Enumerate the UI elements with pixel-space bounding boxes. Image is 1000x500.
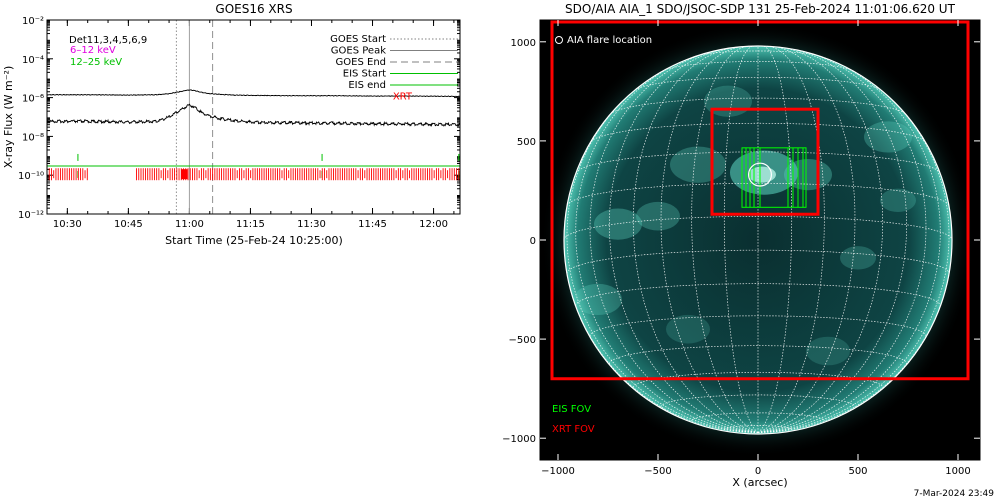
active-region-blob <box>574 283 622 316</box>
x-tick-label: 12:00 <box>419 219 448 230</box>
grid-line <box>691 412 825 422</box>
goes-xrs-panel: GOES16 XRS X-ray Flux (W m⁻²) Start Time… <box>2 2 461 247</box>
grid-line <box>757 55 941 433</box>
active-region-blob <box>840 246 876 270</box>
active-region-blob <box>594 208 642 240</box>
y-tick-label: 10⁻² <box>22 16 44 27</box>
grid-line <box>589 315 927 337</box>
grid-line <box>589 49 759 433</box>
aia-title: SDO/AIA AIA_1 SDO/JSOC-SDP 131 25-Feb-20… <box>565 2 956 16</box>
xrt-dense-exposure <box>181 169 188 180</box>
aia-x-tick-label: −1000 <box>541 466 575 477</box>
grid-line <box>757 46 884 433</box>
x-tick-label: 11:15 <box>236 219 265 230</box>
active-region-blob <box>806 336 850 366</box>
y-tick-label: 10⁻⁴ <box>22 55 44 66</box>
aia-y-ticks: −1000 −500 0 500 1000 <box>502 38 980 445</box>
grid-line <box>609 97 907 115</box>
solar-limb <box>563 45 953 435</box>
active-region-blob <box>880 188 916 213</box>
goes-x-axis-label: Start Time (25-Feb-24 10:25:00) <box>165 234 343 247</box>
energy-band-12-25: 12–25 keV <box>70 57 122 68</box>
aia-y-tick-label: 500 <box>517 137 536 148</box>
active-region-blob <box>864 121 912 153</box>
grid-line <box>575 151 941 173</box>
legend-label: GOES End <box>336 57 386 68</box>
xrt-fov-large <box>550 20 970 381</box>
aia-x-ticks: −1000 −500 0 500 1000 <box>541 20 971 477</box>
x-tick-label: 11:45 <box>358 219 387 230</box>
grid-line <box>695 50 821 57</box>
timestamp: 7-Mar-2024 23:49 <box>914 489 995 499</box>
eis-fov-label: EIS FOV <box>552 404 591 415</box>
aia-x-axis-label: X (arcsec) <box>732 476 787 489</box>
aia-y-tick-label: −1000 <box>502 434 536 445</box>
y-tick-label: 10⁻¹² <box>18 210 44 221</box>
flare-legend-label: AIA flare location <box>567 35 652 46</box>
active-region-blob <box>784 158 832 191</box>
goes-plot-frame <box>46 19 461 215</box>
grid-line <box>660 46 759 433</box>
xrt-fov-small <box>710 107 820 216</box>
grid-line <box>757 45 793 433</box>
grid-line <box>575 55 759 433</box>
y-tick-label: 10⁻⁸ <box>22 132 44 143</box>
grid-line <box>757 46 856 433</box>
goes-flux-line <box>46 89 461 98</box>
goes-title: GOES16 XRS <box>215 2 292 16</box>
grid-line <box>566 182 950 206</box>
legend-label: EIS end <box>348 80 386 91</box>
grid-line <box>757 49 927 433</box>
aia-y-tick-label: −500 <box>509 335 536 346</box>
energy-band-6-12: 6–12 keV <box>70 45 116 56</box>
aia-y-tick-label: 0 <box>530 236 536 247</box>
flare-brightening <box>748 166 776 183</box>
active-region-blob <box>636 201 680 231</box>
eis-fov-slits <box>741 147 807 208</box>
y-tick-label: 10⁻¹⁰ <box>18 171 44 182</box>
x-tick-label: 11:30 <box>297 219 326 230</box>
active-region-blob <box>666 314 710 344</box>
aia-x-tick-label: 0 <box>755 466 761 477</box>
aia-x-tick-label: 500 <box>848 466 867 477</box>
goes-data-marks <box>46 20 461 214</box>
flare-legend-circle <box>555 36 563 44</box>
legend-label: EIS Start <box>343 69 386 80</box>
goes-det-label: Det11,3,4,5,6,9 <box>69 35 147 46</box>
legend-label: GOES Peak <box>331 46 386 57</box>
xrt-fov-boxes <box>550 20 970 381</box>
aia-x-tick-label: 1000 <box>945 466 970 477</box>
y-tick-label: 10⁻⁶ <box>22 94 44 105</box>
goes-y-axis-label: X-ray Flux (W m⁻²) <box>2 66 15 168</box>
xrt-fov-label: XRT FOV <box>552 424 595 435</box>
grid-line <box>691 45 759 433</box>
aia-x-tick-label: −500 <box>644 466 671 477</box>
x-tick-label: 10:30 <box>53 219 82 230</box>
aia-flare-location-marker <box>747 162 772 187</box>
grid-line <box>723 45 759 433</box>
goes-flux-line <box>46 103 461 128</box>
aia-image-panel: SDO/AIA AIA_1 SDO/JSOC-SDP 131 25-Feb-20… <box>502 2 994 499</box>
legend-label: GOES Start <box>330 34 386 45</box>
x-tick-label: 10:45 <box>114 219 143 230</box>
legend-label: XRT <box>393 92 413 103</box>
active-region-blob <box>670 146 726 183</box>
x-tick-label: 11:00 <box>175 219 204 230</box>
grid-line <box>632 46 759 433</box>
grid-line <box>757 45 825 433</box>
aia-y-tick-label: 1000 <box>511 38 536 49</box>
